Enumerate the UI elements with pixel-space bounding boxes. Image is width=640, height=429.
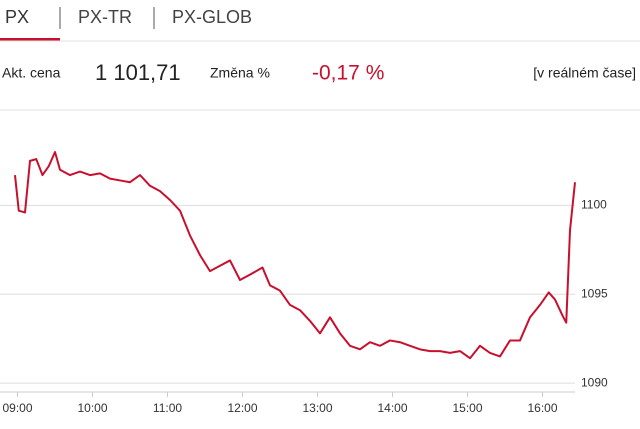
tab[interactable]: PX-GLOB bbox=[172, 7, 252, 27]
y-tick-label: 1100 bbox=[581, 198, 607, 212]
price-line bbox=[14, 151, 576, 360]
price-label: Akt. cena bbox=[2, 65, 61, 81]
x-tick-label: 13:00 bbox=[302, 401, 332, 415]
realtime: [v reálném čase] bbox=[533, 65, 636, 81]
price: 1 101,71 bbox=[95, 60, 181, 85]
tab[interactable]: PX-TR bbox=[78, 7, 132, 27]
y-tick-label: 1090 bbox=[581, 375, 608, 389]
x-tick-label: 12:00 bbox=[227, 401, 257, 415]
y-tick-label: 1095 bbox=[581, 286, 608, 300]
tab-active[interactable]: PX bbox=[5, 7, 29, 27]
x-tick-label: 09:00 bbox=[2, 401, 32, 415]
x-tick-label: 11:00 bbox=[153, 401, 182, 415]
change: -0,17 % bbox=[312, 62, 384, 85]
x-tick-label: 10:00 bbox=[77, 401, 107, 415]
change-label: Změna % bbox=[210, 65, 270, 81]
x-tick-label: 14:00 bbox=[377, 401, 407, 415]
x-tick-label: 15:00 bbox=[452, 401, 482, 415]
x-tick-label: 16:00 bbox=[527, 401, 557, 415]
tab-underline bbox=[0, 38, 60, 41]
